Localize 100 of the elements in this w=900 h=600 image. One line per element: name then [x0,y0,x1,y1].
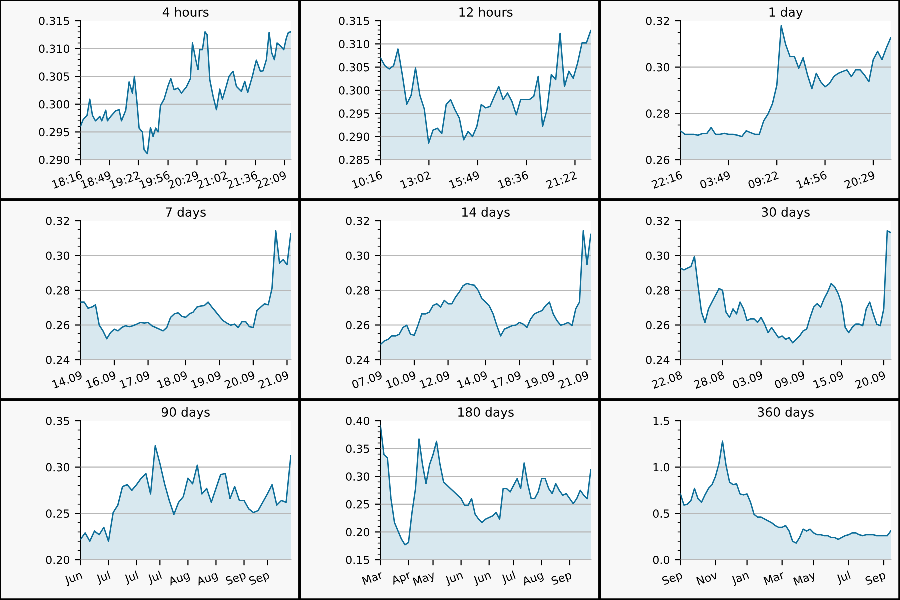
x-tick-label: 19.09 [190,370,222,389]
y-tick-label: 0.30 [646,252,670,260]
y-tick-label: 0.295 [39,128,70,137]
x-tick-label: 10.09 [386,370,417,389]
y-tick-label: 0.28 [646,110,670,118]
y-tick-label: 1.5 [654,417,670,426]
x-tick-label: 18.09 [157,370,188,389]
x-tick-label: Jul [836,570,852,586]
y-tick-label: 0.32 [646,216,670,226]
x-tick-label: Jul [147,570,163,586]
chart-title: 4 hours [162,7,209,18]
y-tick-label: 0.295 [339,110,370,118]
x-tick-label: 18:16 [52,170,83,190]
y-tick-label: 0.25 [346,500,370,509]
y-tick-label: 0.310 [339,40,370,49]
y-tick-label: 0.30 [346,252,370,260]
x-tick-label: 16.09 [86,370,117,389]
x-tick-label: Mar [764,570,786,586]
x-tick-label: 07.09 [352,370,383,390]
x-tick-label: Aug [168,571,191,588]
y-tick-label: 0.28 [346,286,370,295]
x-tick-label: 21.09 [258,370,290,390]
x-tick-label: Jul [500,570,517,586]
x-tick-label: Aug [196,571,219,588]
chart-title: 12 hours [460,7,513,18]
y-tick-label: 0.40 [346,416,370,426]
chart-title: 360 days [758,407,814,420]
y-tick-label: 0.20 [46,556,70,564]
x-tick-label: 21:22 [546,170,578,190]
y-tick-label: 0.26 [46,321,70,330]
y-tick-label: 0.26 [646,156,670,164]
y-tick-label: 0.310 [39,44,70,54]
x-tick-label: 15.09 [813,370,844,389]
y-tick-label: 1.0 [654,463,670,472]
x-tick-label: 21:36 [226,170,258,190]
y-tick-label: 0.15 [346,556,370,564]
x-tick-label: May [412,570,437,588]
y-tick-label: 0.26 [346,321,370,330]
y-tick-label: 0.30 [346,472,370,481]
x-tick-label: Jun [64,571,84,587]
x-tick-label: Jul [124,570,140,586]
x-tick-label: 20.09 [224,370,256,390]
y-tick-label: 0.20 [346,528,370,537]
x-tick-label: 10:16 [352,170,383,190]
y-tick-label: 0.24 [46,356,70,364]
chart-title: 14 days [462,207,510,220]
y-tick-label: 0.315 [339,16,370,26]
x-tick-label: 03:49 [700,170,732,190]
x-tick-label: 18:36 [498,170,530,190]
x-tick-label: May [793,570,818,588]
x-tick-label: Jun [444,571,464,587]
y-tick-label: 0.32 [46,216,70,226]
y-tick-label: 0.285 [339,156,370,164]
x-tick-label: 14:56 [796,170,828,190]
y-tick-label: 0.25 [46,510,70,518]
chart-title: 90 days [162,407,210,420]
chart-title: 7 days [166,207,206,220]
x-tick-label: 15:49 [449,170,480,190]
y-tick-label: 0.28 [46,286,70,295]
x-tick-label: 09:22 [748,170,779,190]
x-tick-label: 19:22 [110,170,140,190]
y-tick-label: 0.35 [346,444,370,454]
y-tick-label: 0.290 [39,156,70,164]
chart-title: 30 days [762,207,810,220]
x-tick-label: 21:02 [196,170,228,190]
x-tick-label: Apr [390,570,412,588]
x-tick-label: 22:09 [256,170,288,190]
y-tick-label: 0.32 [346,216,370,226]
x-tick-label: 19.09 [524,370,556,389]
x-tick-label: 09.09 [774,370,806,390]
y-tick-label: 0.26 [646,321,670,330]
x-tick-label: Jul [96,570,112,586]
x-tick-label: Nov [696,570,718,586]
y-tick-label: 0.30 [46,463,70,472]
x-tick-label: 21.09 [558,370,590,390]
y-tick-label: 0.305 [339,63,370,72]
x-tick-label: Mar [362,570,384,586]
y-tick-label: 0.290 [339,132,370,142]
x-tick-label: 20.09 [854,370,886,390]
chart-title: 1 day [770,7,803,20]
x-tick-label: 12.09 [420,370,451,389]
x-tick-label: Jun [472,571,492,587]
x-tick-label: Jan [730,571,750,586]
y-tick-label: 0.32 [646,16,670,26]
y-tick-label: 0.30 [46,252,70,260]
y-tick-label: 0.305 [39,72,70,81]
x-tick-label: 22:16 [651,170,683,190]
x-tick-label: Sep [551,570,574,588]
x-tick-label: Sep [225,570,248,588]
x-tick-label: 14.09 [52,370,83,389]
chart-title: 180 days [458,407,514,420]
x-tick-label: 14.09 [457,370,488,389]
y-tick-label: 0.300 [339,86,370,95]
x-tick-label: Sep [248,570,271,588]
y-tick-label: 0.300 [39,100,70,109]
x-tick-label: 13:02 [400,170,432,190]
y-tick-label: 0.28 [646,286,670,295]
x-tick-label: 22.08 [652,370,683,390]
x-tick-label: Sep [865,570,888,588]
y-tick-label: 0.24 [346,356,370,364]
